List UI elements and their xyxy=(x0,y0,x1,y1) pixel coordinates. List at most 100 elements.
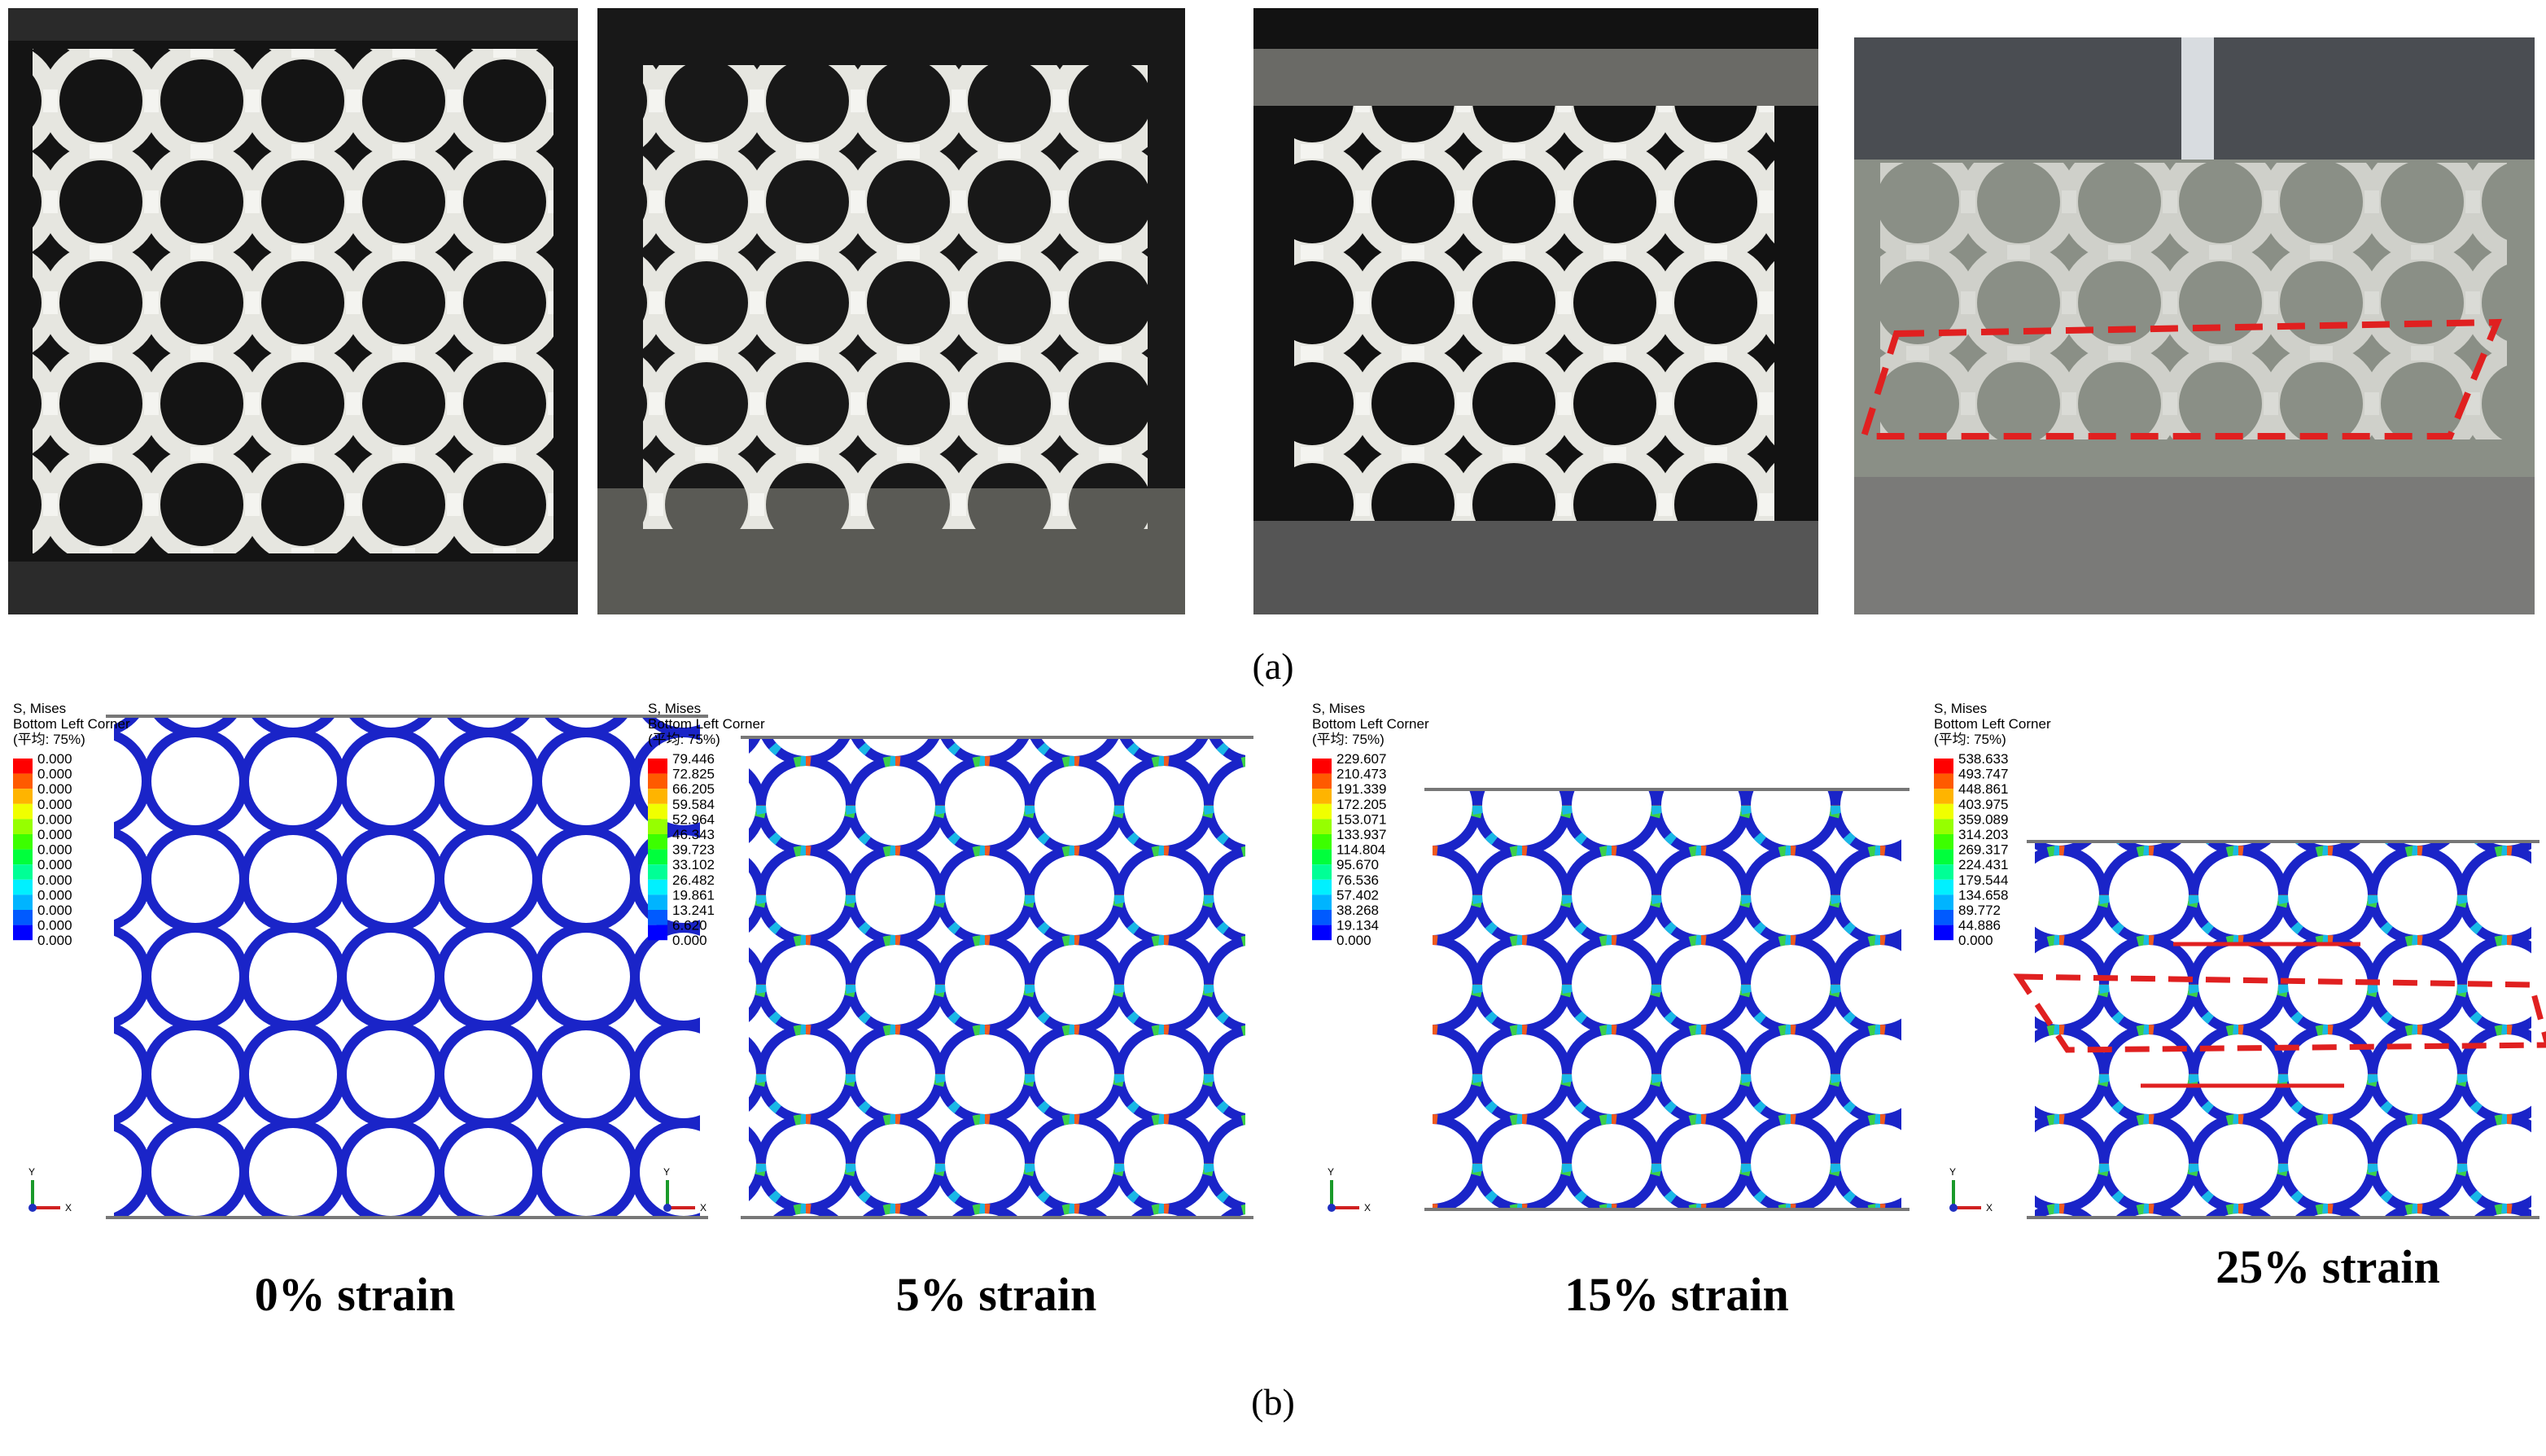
legend-value: 133.937 xyxy=(1336,827,1386,842)
colorbar-cell xyxy=(648,849,667,865)
colorbar-cell xyxy=(13,864,33,880)
axis-x-label: X xyxy=(700,1202,706,1213)
colorbar-cell xyxy=(1312,819,1332,834)
colorbar-cell xyxy=(648,803,667,820)
colorbar-cell xyxy=(1934,789,1953,804)
colorbar-cell xyxy=(1934,773,1953,789)
legend-value: 0.000 xyxy=(37,872,72,888)
legend-value: 0.000 xyxy=(1336,933,1371,948)
legend-value: 13.241 xyxy=(672,903,715,918)
legend-average: (平均: 75%) xyxy=(1312,732,1385,747)
legend-value: 359.089 xyxy=(1958,811,2008,827)
colorbar-cell xyxy=(1934,925,1953,941)
colorbar-cell xyxy=(648,789,667,804)
caption: 5% strain xyxy=(896,1268,1097,1321)
legend-value: 33.102 xyxy=(672,857,715,872)
legend-average: (平均: 75%) xyxy=(1934,732,2006,747)
colorbar-cell xyxy=(1934,894,1953,910)
legend-value: 0.000 xyxy=(37,857,72,872)
legend-value: 59.584 xyxy=(672,797,715,812)
axis-y-label: Y xyxy=(1949,1166,1956,1178)
legend-value: 191.339 xyxy=(1336,781,1386,797)
colorbar-cell xyxy=(1934,849,1953,865)
legend-value: 0.000 xyxy=(37,903,72,918)
legend-value: 79.446 xyxy=(672,751,715,767)
legend-subtitle: Bottom Left Corner xyxy=(1312,716,1429,732)
axis-y-label: Y xyxy=(28,1166,35,1178)
legend-value: 0.000 xyxy=(37,751,72,767)
colorbar-cell xyxy=(1934,819,1953,834)
colorbar-cell xyxy=(13,834,33,850)
colorbar-cell xyxy=(1934,864,1953,880)
legend-value: 210.473 xyxy=(1336,767,1386,782)
colorbar-cell xyxy=(13,910,33,925)
lattice xyxy=(749,737,1245,1218)
legend-value: 448.861 xyxy=(1958,781,2008,797)
legend-value: 0.000 xyxy=(37,781,72,797)
legend-subtitle: Bottom Left Corner xyxy=(13,716,130,732)
legend-value: 0.000 xyxy=(37,767,72,782)
legend-value: 95.670 xyxy=(1336,857,1379,872)
legend-value: 57.402 xyxy=(1336,887,1379,903)
legend-value: 172.205 xyxy=(1336,797,1386,812)
legend-title: S, Mises xyxy=(1312,701,1365,716)
legend-value: 0.000 xyxy=(1958,933,1993,948)
legend-value: 538.633 xyxy=(1958,751,2008,767)
colorbar-cell xyxy=(1312,849,1332,865)
colorbar-cell xyxy=(1312,834,1332,850)
legend-value: 229.607 xyxy=(1336,751,1386,767)
legend-value: 114.804 xyxy=(1336,842,1385,858)
colorbar-cell xyxy=(13,925,33,941)
legend-value: 89.772 xyxy=(1958,903,2001,918)
axis-origin xyxy=(1328,1204,1336,1212)
legend-value: 44.886 xyxy=(1958,918,2001,934)
legend-value: 224.431 xyxy=(1958,857,2008,872)
colorbar-cell xyxy=(648,925,667,941)
colorbar-cell xyxy=(648,864,667,880)
caption: 25% strain xyxy=(2216,1240,2440,1293)
legend-value: 0.000 xyxy=(37,797,72,812)
legend-value: 19.134 xyxy=(1336,918,1379,934)
legend-value: 66.205 xyxy=(672,781,715,797)
legend-value: 0.000 xyxy=(37,842,72,858)
colorbar-cell xyxy=(1312,803,1332,820)
legend-value: 39.723 xyxy=(672,842,715,858)
colorbar-cell xyxy=(648,834,667,850)
photo-3 xyxy=(1854,37,2535,614)
lattice xyxy=(1433,789,1901,1209)
colorbar-cell xyxy=(13,849,33,865)
colorbar-cell xyxy=(13,879,33,895)
legend-title: S, Mises xyxy=(1934,701,1987,716)
photo-0 xyxy=(8,8,578,614)
legend-value: 0.000 xyxy=(37,918,72,934)
axis-x-label: X xyxy=(1364,1202,1371,1213)
colorbar-cell xyxy=(1312,864,1332,880)
caption: 0% strain xyxy=(255,1268,456,1321)
colorbar-cell xyxy=(1312,879,1332,895)
legend-value: 0.000 xyxy=(672,933,707,948)
colorbar-cell xyxy=(648,879,667,895)
axis-y-label: Y xyxy=(1328,1166,1334,1178)
axis-y-label: Y xyxy=(663,1166,670,1178)
legend-value: 19.861 xyxy=(672,887,715,903)
caption: 15% strain xyxy=(1564,1268,1789,1321)
legend-value: 76.536 xyxy=(1336,872,1379,888)
legend-average: (平均: 75%) xyxy=(648,732,720,747)
legend-value: 153.071 xyxy=(1336,811,1386,827)
legend-value: 26.482 xyxy=(672,872,715,888)
lattice xyxy=(2035,842,2531,1218)
panel-label: (a) xyxy=(1252,645,1293,687)
photo-2 xyxy=(1253,8,1818,614)
legend-value: 179.544 xyxy=(1958,872,2008,888)
colorbar-cell xyxy=(648,894,667,910)
colorbar-cell xyxy=(13,789,33,804)
colorbar-cell xyxy=(13,759,33,774)
axis-origin xyxy=(663,1204,671,1212)
legend-average: (平均: 75%) xyxy=(13,732,85,747)
colorbar-cell xyxy=(1934,803,1953,820)
axis-origin xyxy=(28,1204,37,1212)
